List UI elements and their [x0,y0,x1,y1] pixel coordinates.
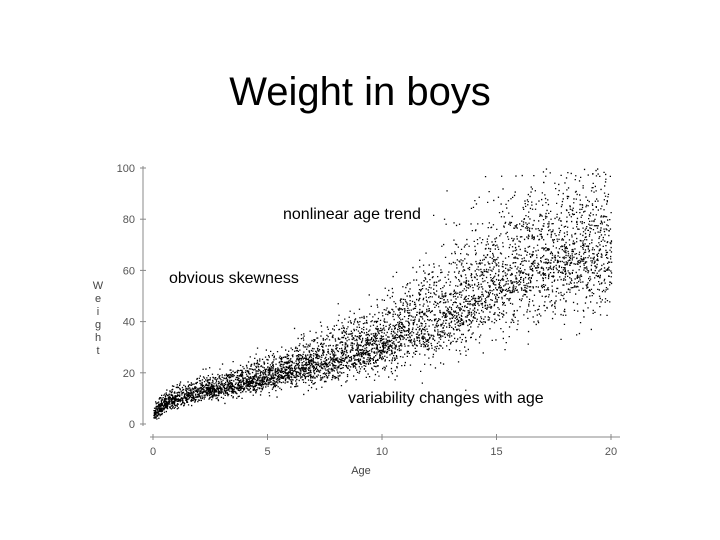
y-tick-label: 40 [123,317,135,329]
annotation-obvious-skewness: obvious skewness [169,270,299,287]
x-tick-label: 5 [264,446,270,458]
y-axis-title-letter: g [95,319,101,331]
y-axis-title: Weight [93,280,104,357]
y-axis-title-letter: t [96,345,99,357]
y-axis-title-letter: i [97,306,99,318]
y-tick-label: 0 [129,419,135,431]
x-axis-title: Age [351,465,371,477]
y-axis-title-letter: h [95,332,101,344]
y-tick-label: 20 [123,368,135,380]
points-layer [153,168,613,420]
y-axis: 0 20 40 60 80 100 [117,163,146,431]
y-axis-title-letter: W [93,280,104,292]
annotation-variability-changes-with-age: variability changes with age [348,390,544,407]
x-tick-label: 0 [150,446,156,458]
y-tick-label: 80 [123,214,135,226]
slide-title: Weight in boys [229,70,491,114]
annotation-nonlinear-age-trend: nonlinear age trend [283,206,421,223]
y-tick-label: 60 [123,265,135,277]
scatter-points [153,168,613,420]
x-tick-label: 15 [490,446,502,458]
y-axis-title-letter: e [95,293,101,305]
x-tick-label: 10 [376,446,388,458]
y-tick-label: 100 [117,163,135,175]
x-axis: 0 5 10 15 20 [150,434,620,458]
x-tick-label: 20 [605,446,617,458]
